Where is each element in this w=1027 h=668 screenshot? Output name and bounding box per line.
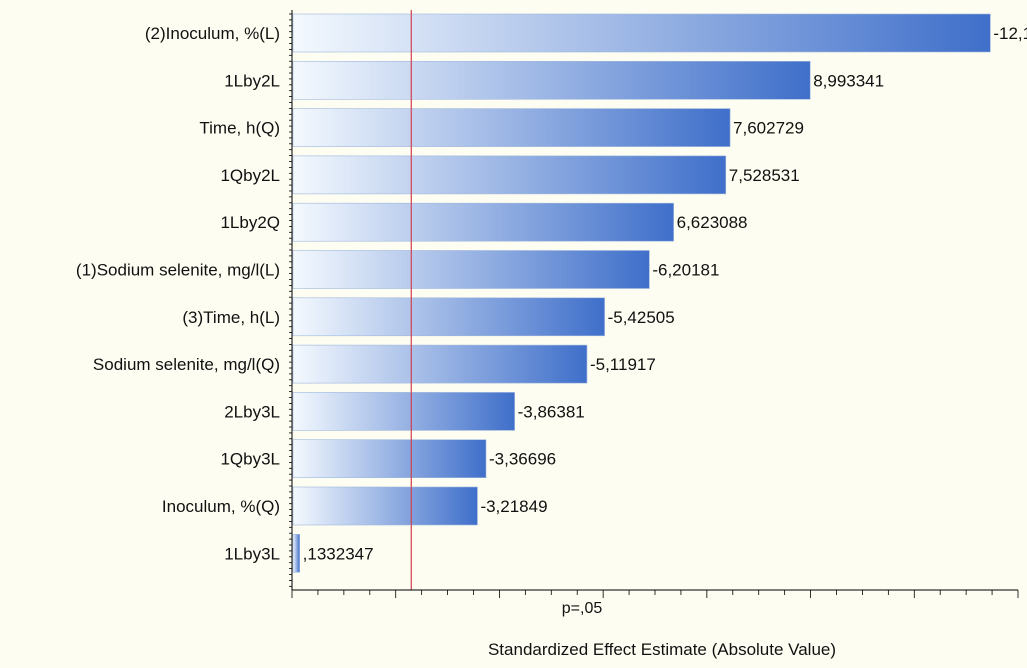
value-label: -6,20181: [652, 261, 719, 280]
category-label: 1Lby2Q: [220, 213, 280, 232]
bar-10: [292, 439, 487, 479]
category-label: 1Lby2L: [224, 71, 280, 90]
x-axis-title: Standardized Effect Estimate (Absolute V…: [488, 640, 836, 659]
category-label: Time, h(Q): [199, 119, 280, 138]
value-label: 6,623088: [677, 213, 748, 232]
value-label: ,1332347: [303, 544, 374, 563]
value-label: -12,12: [993, 24, 1027, 43]
value-label: -3,21849: [480, 497, 547, 516]
category-label: Sodium selenite, mg/l(Q): [93, 355, 280, 374]
bar-3: [292, 108, 731, 147]
category-label: 2Lby3L: [224, 402, 280, 421]
bar-6: [292, 250, 650, 289]
value-label: 7,528531: [729, 166, 800, 185]
bar-9: [292, 392, 515, 431]
bar-4: [292, 155, 727, 195]
value-label: 7,602729: [733, 119, 804, 138]
bar-12: [292, 533, 300, 573]
bar-7: [292, 297, 605, 337]
category-label: (3)Time, h(L): [182, 308, 280, 327]
category-label: 1Qby3L: [220, 450, 280, 469]
value-label: -3,36696: [489, 450, 556, 469]
value-label: 8,993341: [813, 71, 884, 90]
value-label: -5,11917: [590, 355, 656, 374]
value-label: -3,86381: [518, 402, 585, 421]
bar-1: [292, 13, 991, 53]
category-label: 1Lby3L: [224, 544, 280, 563]
category-label: Inoculum, %(Q): [162, 497, 280, 516]
bar-2: [292, 60, 811, 100]
category-label: 1Qby2L: [220, 166, 280, 185]
category-label: (1)Sodium selenite, mg/l(L): [76, 261, 280, 280]
p-value-label: p=,05: [562, 600, 603, 617]
bar-5: [292, 202, 674, 242]
bar-11: [292, 486, 478, 526]
value-label: -5,42505: [608, 308, 675, 327]
bar-8: [292, 344, 588, 384]
category-label: (2)Inoculum, %(L): [145, 24, 280, 43]
